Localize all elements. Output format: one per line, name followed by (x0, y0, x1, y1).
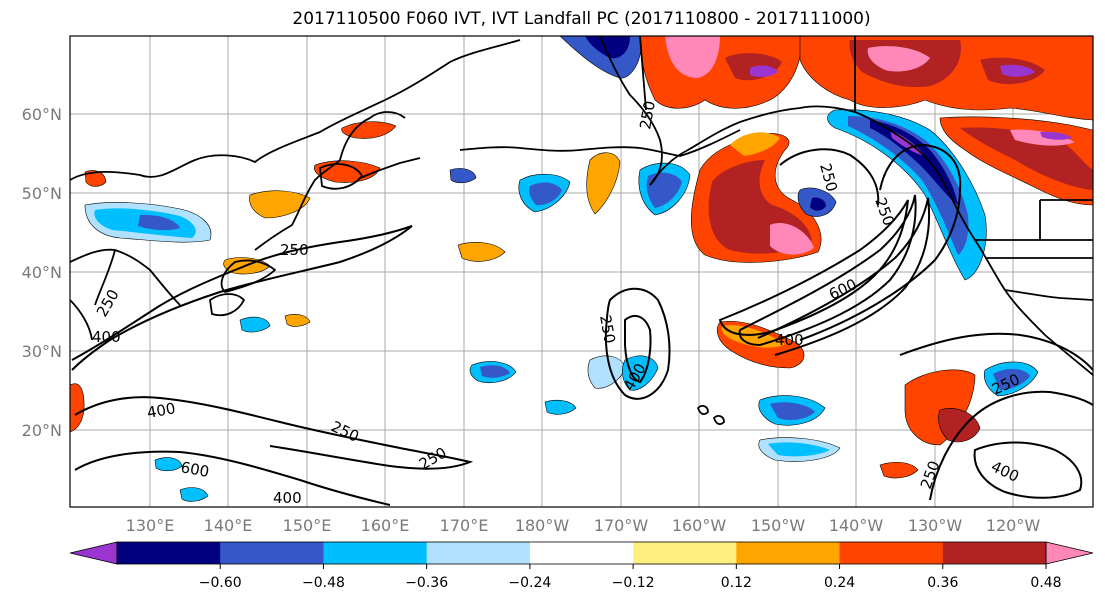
lon-tick-label: 140°E (204, 516, 253, 535)
map-frame (69, 35, 1094, 508)
lon-tick-label: 140°W (829, 516, 884, 535)
colorbar-max-extension (1045, 541, 1094, 565)
colorbar-segment (529, 542, 634, 564)
lat-tick-label: 60°N (22, 105, 62, 124)
colorbar-tick-label: 0.36 (927, 575, 958, 591)
lon-tick-label: 150°E (283, 516, 332, 535)
lat-tick-label: 40°N (22, 263, 62, 282)
contour-label: 400 (92, 328, 121, 346)
lon-tick-label: 170°W (594, 516, 649, 535)
contour-label: 400 (146, 399, 177, 422)
coastlines (70, 36, 1093, 425)
lon-axis: 130°E 140°E 150°E 160°E 170°E 180°W 170°… (126, 516, 1041, 535)
colorbar-segment (426, 542, 531, 564)
lat-tick-label: 20°N (22, 421, 62, 440)
contour-label: 250 (280, 241, 309, 259)
contour-label: 250 (636, 99, 659, 130)
colorbar-tick-label: −0.36 (405, 575, 448, 591)
colorbar-tick-label: 0.24 (824, 575, 855, 591)
contour-label: 400 (775, 331, 804, 349)
lon-tick-label: 180°W (515, 516, 570, 535)
map-panel: 250 250 250 250 400 250 400 250 600 400 … (69, 35, 1094, 508)
lat-tick-label: 50°N (22, 184, 62, 203)
ivt-contours (71, 143, 1093, 506)
colorbar-segment (942, 542, 1047, 564)
map-title: 2017110500 F060 IVT, IVT Landfall PC (20… (292, 9, 871, 29)
lon-tick-label: 160°W (672, 516, 727, 535)
contour-label: 400 (273, 489, 302, 507)
colorbar-segment (220, 542, 324, 564)
colorbar-tick-label: 0.48 (1030, 575, 1061, 591)
colorbar-tick-label: −0.12 (612, 575, 655, 591)
colorbar-segment (117, 542, 221, 564)
lon-tick-label: 160°E (361, 516, 410, 535)
lon-tick-label: 170°E (440, 516, 489, 535)
pc-shading (70, 36, 1093, 502)
contour-label: 600 (179, 458, 210, 481)
lat-axis: 60°N 50°N 40°N 30°N 20°N (22, 105, 62, 440)
colorbar-min-extension (69, 541, 118, 565)
colorbar-segment (323, 542, 428, 564)
lon-tick-label: 120°W (986, 516, 1041, 535)
colorbar-tick-label: −0.60 (199, 575, 242, 591)
lon-tick-label: 150°W (751, 516, 806, 535)
colorbar-segment (736, 542, 841, 564)
colorbar-tick-label: −0.48 (302, 575, 345, 591)
contour-label: 250 (596, 314, 619, 345)
lat-tick-label: 30°N (22, 342, 62, 361)
lon-tick-label: 130°E (126, 516, 175, 535)
colorbar-segment (633, 542, 737, 564)
lon-tick-label: 130°W (908, 516, 963, 535)
colorbar-frame (116, 541, 1047, 565)
colorbar-tick-label: 0.12 (721, 575, 752, 591)
colorbar: −0.60 −0.48 −0.36 −0.24 −0.12 0.12 0.24 0.36 0.4… (69, 541, 1094, 591)
colorbar-segment (839, 542, 944, 564)
colorbar-tick-label: −0.24 (508, 575, 551, 591)
